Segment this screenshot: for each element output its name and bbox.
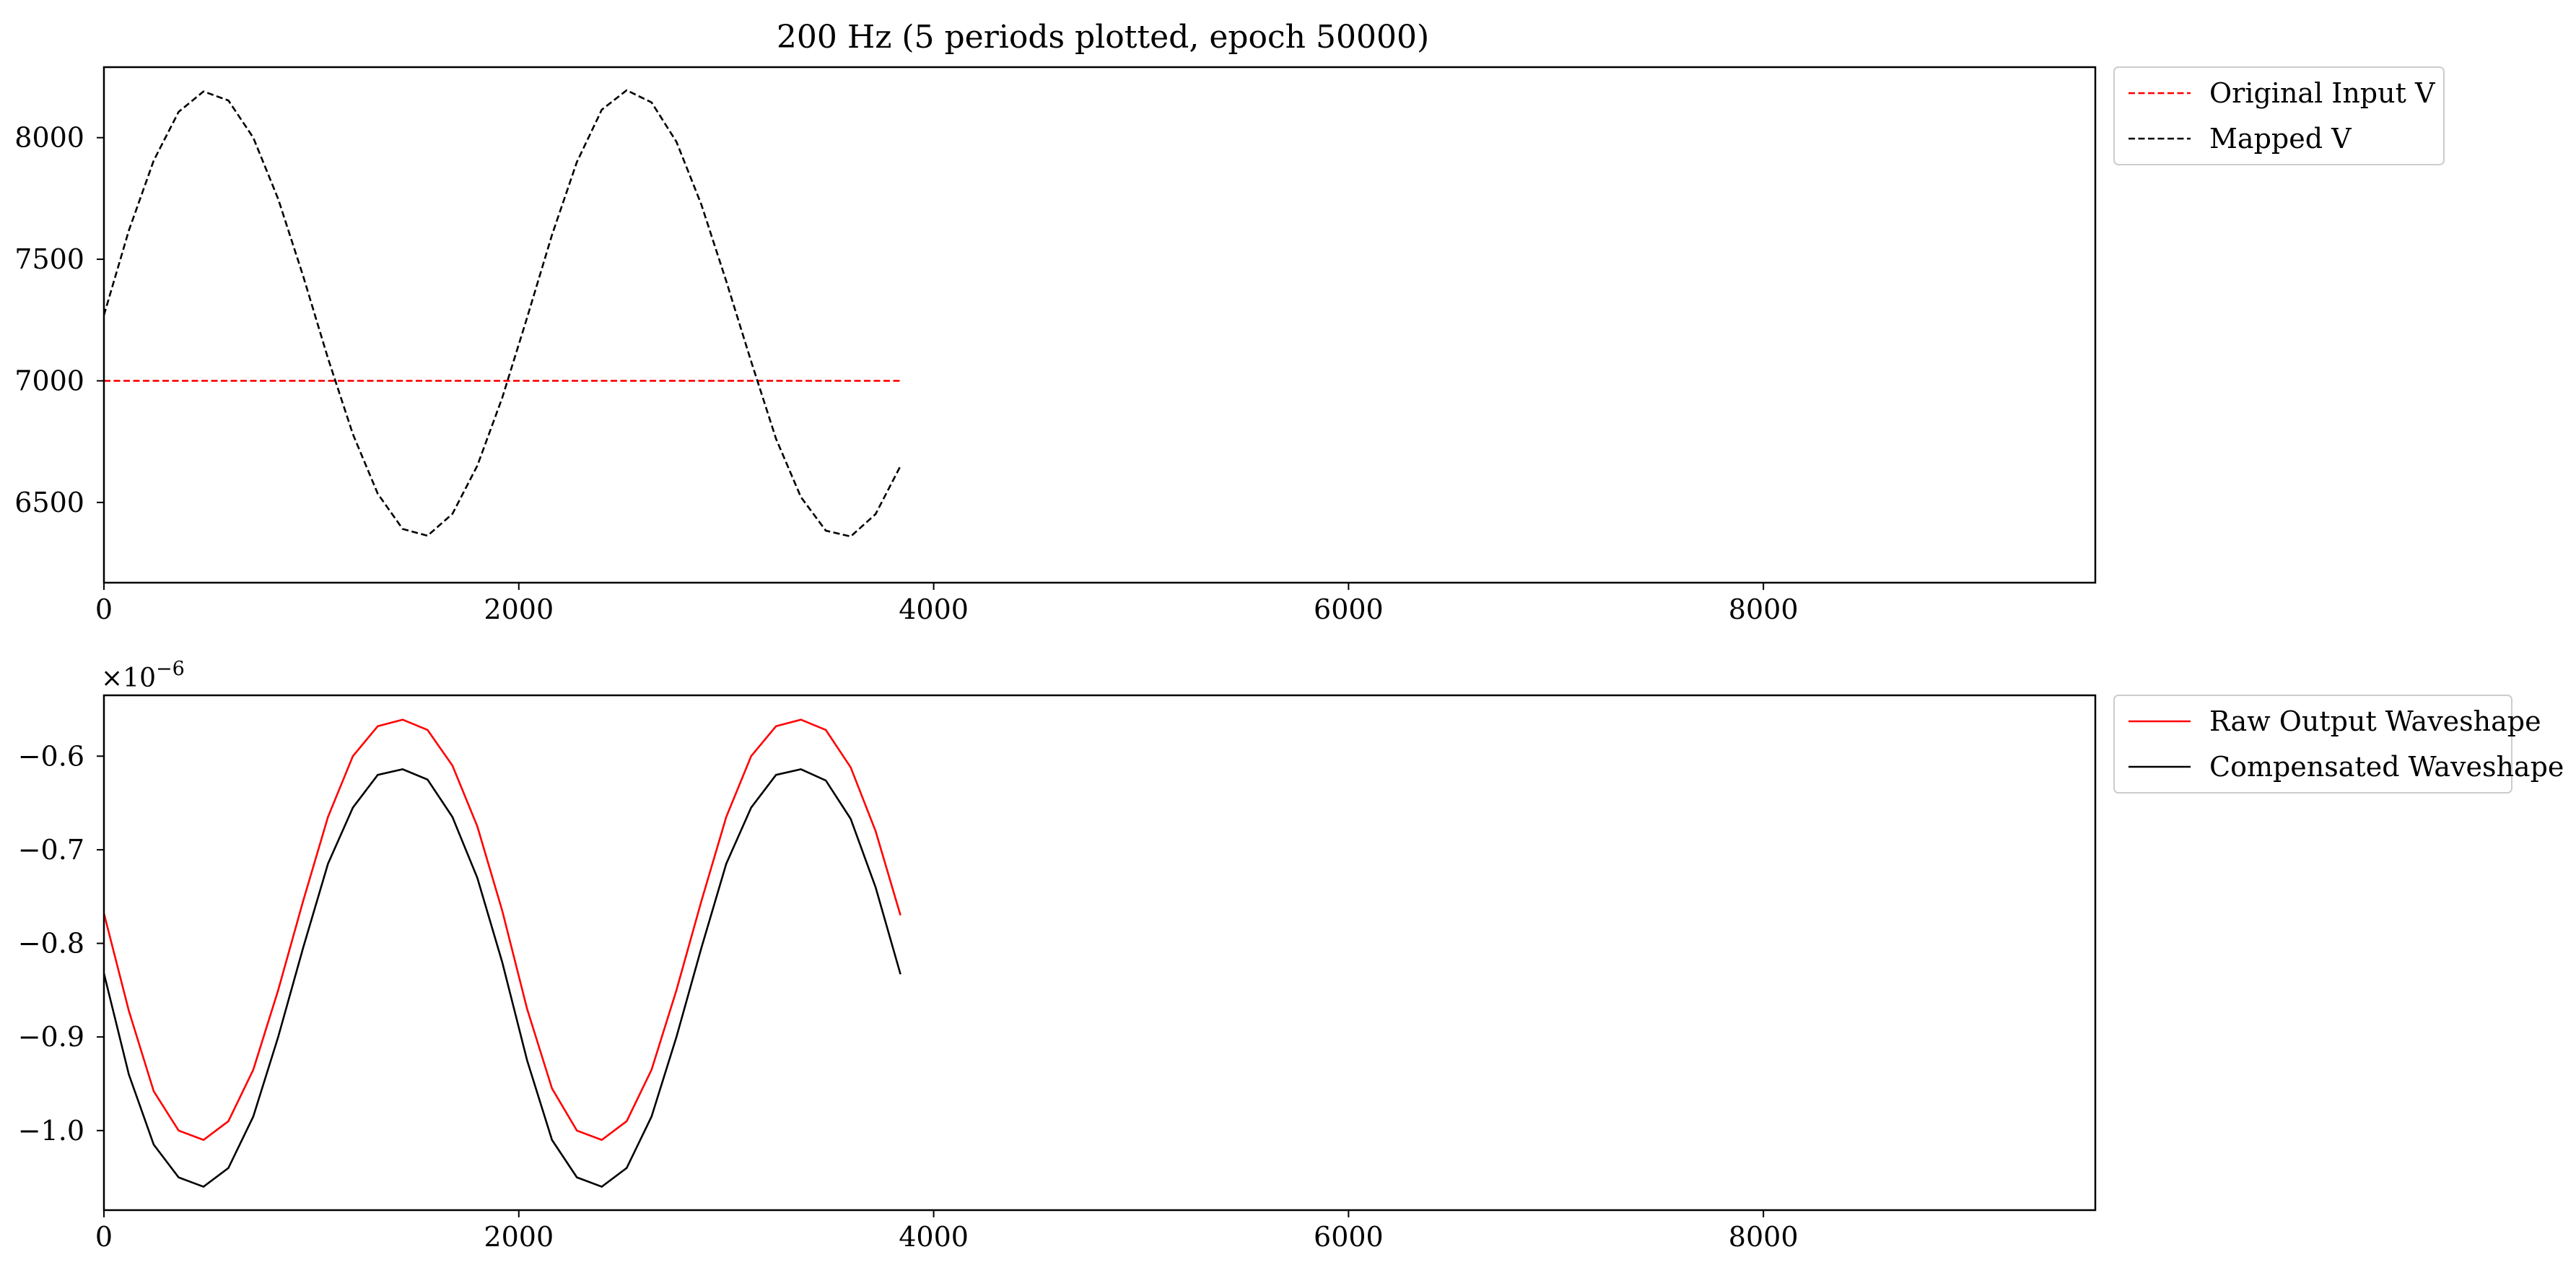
bottom-chart: 0 2000 4000 6000 8000−1.0−0.9−0.8−0.7−0.6×10… [18, 658, 2564, 1253]
bottom-y-tick-label: −0.8 [18, 928, 84, 960]
top-x-tick-label: 0 [95, 594, 113, 625]
bottom-y-tick-label: −0.6 [18, 740, 84, 772]
bottom-y-tick-label: −0.9 [18, 1021, 84, 1053]
top-x-tick-label: 6000 [1314, 594, 1384, 625]
bottom-y-tick-label: −0.7 [18, 834, 84, 866]
bottom-x-tick-label: 4000 [899, 1221, 969, 1253]
bottom-series-line-1 [104, 768, 901, 1188]
bottom-legend: Raw Output Waveshape Compensated Waveshap… [2113, 695, 2564, 794]
top-y-tick-label: 7500 [14, 243, 84, 275]
figure-title: 200 Hz (5 periods plotted, epoch 50000) [777, 19, 1429, 56]
top-legend-label-1: Mapped V [2209, 123, 2352, 155]
bottom-x-tick-label: 6000 [1314, 1221, 1384, 1253]
top-legend-label-0: Original Input V [2209, 77, 2435, 109]
top-axes-frame [102, 66, 2097, 584]
top-series-line-1 [104, 89, 901, 538]
top-y-tick-label: 6500 [14, 487, 84, 518]
bottom-axes-frame [102, 694, 2097, 1212]
top-y-tick-label: 7000 [14, 365, 84, 396]
bottom-x-tick-label: 2000 [484, 1221, 554, 1253]
top-legend: Original Input V Mapped V [2113, 66, 2445, 165]
top-legend-box [2113, 66, 2445, 165]
bottom-x-tick-label: 8000 [1729, 1221, 1799, 1253]
top-x-tick-label: 4000 [899, 594, 969, 625]
bottom-series-line-0 [104, 718, 901, 1142]
bottom-y-tick-label: −1.0 [18, 1115, 84, 1147]
top-x-tick-label: 8000 [1729, 594, 1799, 625]
top-chart: 0 2000 4000 6000 8000 6500 7000 7500 8000 Origina… [14, 66, 2445, 625]
bottom-x-tick-label: 0 [95, 1221, 113, 1253]
bottom-legend-box [2113, 695, 2512, 794]
bottom-legend-label-1: Compensated Waveshape [2209, 751, 2564, 783]
top-x-tick-label: 2000 [484, 594, 554, 625]
bottom-legend-label-0: Raw Output Waveshape [2209, 705, 2541, 737]
top-y-tick-label: 8000 [14, 122, 84, 154]
